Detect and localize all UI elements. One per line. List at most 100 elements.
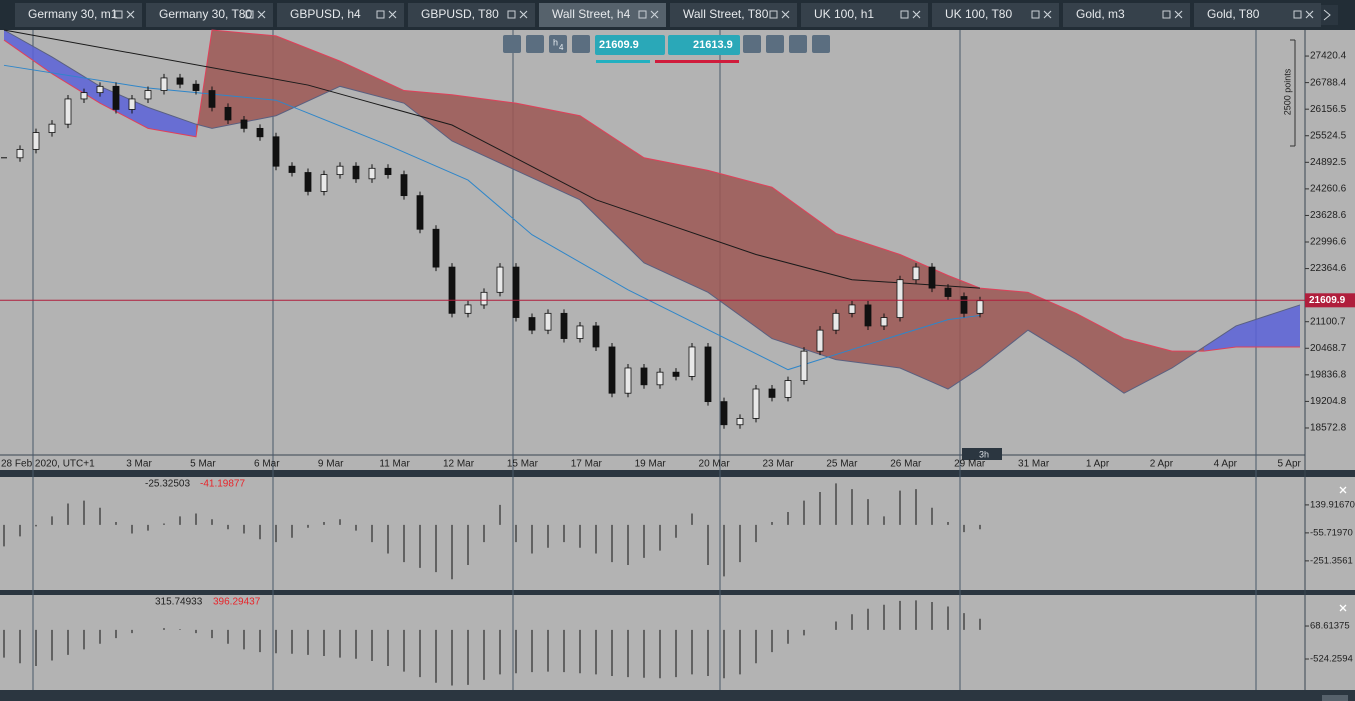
candle bbox=[880, 317, 888, 327]
candle bbox=[192, 83, 200, 91]
candle bbox=[848, 304, 856, 314]
cloud-segment bbox=[1028, 292, 1076, 360]
price-layer bbox=[1, 29, 984, 429]
cloud-segment bbox=[212, 30, 276, 129]
cloud-segment bbox=[276, 35, 340, 116]
tab[interactable] bbox=[408, 3, 535, 27]
candle bbox=[576, 325, 584, 339]
tab-detach-icon[interactable] bbox=[1162, 10, 1171, 19]
cloud-segment bbox=[1124, 338, 1172, 394]
y-tick-label: 27420.4 bbox=[1310, 51, 1347, 62]
x-tick-label: 3 Mar bbox=[126, 459, 152, 470]
tab[interactable] bbox=[670, 3, 797, 27]
zoom-button[interactable] bbox=[503, 35, 521, 53]
tab-close-icon[interactable] bbox=[781, 10, 790, 19]
y-tick-label: 19204.8 bbox=[1310, 396, 1347, 407]
y-tick-label: 26156.5 bbox=[1310, 104, 1347, 115]
tab-title: GBPUSD, h4 bbox=[290, 7, 361, 21]
buy-button[interactable] bbox=[668, 35, 740, 55]
x-tick-label: 19 Mar bbox=[635, 459, 667, 470]
settings-button[interactable] bbox=[526, 35, 544, 53]
tab-close-icon[interactable] bbox=[126, 10, 135, 19]
candle bbox=[480, 291, 488, 306]
tab[interactable] bbox=[801, 3, 928, 27]
tab-close-icon[interactable] bbox=[1043, 10, 1052, 19]
alert-button[interactable] bbox=[812, 35, 830, 53]
candle bbox=[672, 371, 680, 377]
panel-2-bg bbox=[0, 595, 1355, 690]
panel-close[interactable] bbox=[1339, 604, 1347, 612]
candle bbox=[288, 165, 296, 173]
tab-detach-icon[interactable] bbox=[245, 10, 254, 19]
tab[interactable] bbox=[932, 3, 1059, 27]
tab-detach-icon[interactable] bbox=[769, 10, 778, 19]
candle bbox=[64, 98, 72, 125]
x-tick-label: 6 Mar bbox=[254, 459, 280, 470]
tab-close-icon[interactable] bbox=[1305, 10, 1314, 19]
panel-close[interactable] bbox=[1339, 486, 1347, 494]
drawing-button[interactable] bbox=[789, 35, 807, 53]
tab-title: Gold, m3 bbox=[1076, 7, 1125, 21]
tab-title: Gold, T80 bbox=[1207, 7, 1260, 21]
cloud-layer bbox=[3, 29, 1301, 394]
x-tick-label: 4 Apr bbox=[1214, 459, 1238, 470]
candle bbox=[368, 167, 376, 180]
tab-close-icon[interactable] bbox=[1174, 10, 1183, 19]
tab[interactable] bbox=[539, 3, 666, 27]
x-tick-label: 2 Apr bbox=[1150, 459, 1174, 470]
tab[interactable] bbox=[15, 3, 142, 27]
x-tick-label: 20 Mar bbox=[699, 459, 731, 470]
candle bbox=[720, 401, 728, 426]
candle bbox=[32, 132, 40, 150]
candle bbox=[928, 266, 936, 289]
cloud-segment bbox=[148, 107, 196, 137]
candle bbox=[544, 312, 552, 331]
cloud-segment bbox=[900, 254, 948, 390]
candle bbox=[496, 266, 504, 293]
candle bbox=[960, 296, 968, 314]
candle bbox=[976, 300, 984, 314]
timeframe-button[interactable] bbox=[549, 35, 567, 53]
candle bbox=[896, 279, 904, 318]
tab-close-icon[interactable] bbox=[257, 10, 266, 19]
cursor-box bbox=[962, 448, 1002, 460]
tab-detach-icon[interactable] bbox=[1293, 10, 1302, 19]
tab-close-icon[interactable] bbox=[912, 10, 921, 19]
tab-detach-icon[interactable] bbox=[376, 10, 385, 19]
candle bbox=[624, 367, 632, 394]
tab[interactable] bbox=[1063, 3, 1190, 27]
tab-detach-icon[interactable] bbox=[900, 10, 909, 19]
tab-detach-icon[interactable] bbox=[114, 10, 123, 19]
tab-title: Wall Street, h4 bbox=[552, 7, 631, 21]
tab-detach-icon[interactable] bbox=[507, 10, 516, 19]
tab[interactable] bbox=[146, 3, 273, 27]
studies-button[interactable] bbox=[766, 35, 784, 53]
candle bbox=[16, 148, 24, 159]
indicator-readout: 396.29437 bbox=[213, 597, 261, 608]
x-tick-label: 26 Mar bbox=[890, 459, 922, 470]
tab-detach-icon[interactable] bbox=[638, 10, 647, 19]
candle bbox=[304, 172, 312, 192]
tab-detach-icon[interactable] bbox=[1031, 10, 1040, 19]
y-tick-label: 24892.5 bbox=[1310, 157, 1347, 168]
y-tick-label: -55.71970 bbox=[1310, 527, 1353, 538]
tab[interactable] bbox=[277, 3, 404, 27]
indicators-button[interactable] bbox=[743, 35, 761, 53]
cursor-label: 3h bbox=[979, 449, 989, 459]
tab-close-icon[interactable] bbox=[519, 10, 528, 19]
y-tick-label: 24260.6 bbox=[1310, 184, 1347, 195]
cloud-segment bbox=[452, 94, 516, 171]
cloud-segment bbox=[948, 275, 980, 390]
tab-close-icon[interactable] bbox=[650, 10, 659, 19]
timeframe-letter: h bbox=[553, 37, 558, 47]
cloud-segment bbox=[404, 90, 452, 141]
chart-type-button[interactable] bbox=[572, 35, 590, 53]
candle bbox=[80, 92, 88, 100]
tab[interactable] bbox=[1194, 3, 1321, 27]
status-button[interactable] bbox=[1322, 695, 1348, 701]
cloud-segment bbox=[340, 61, 404, 104]
tab-title: Germany 30, m1 bbox=[28, 7, 118, 21]
tab-close-icon[interactable] bbox=[388, 10, 397, 19]
y-tick-label: -524.2594 bbox=[1310, 654, 1353, 665]
sell-button[interactable] bbox=[595, 35, 665, 55]
